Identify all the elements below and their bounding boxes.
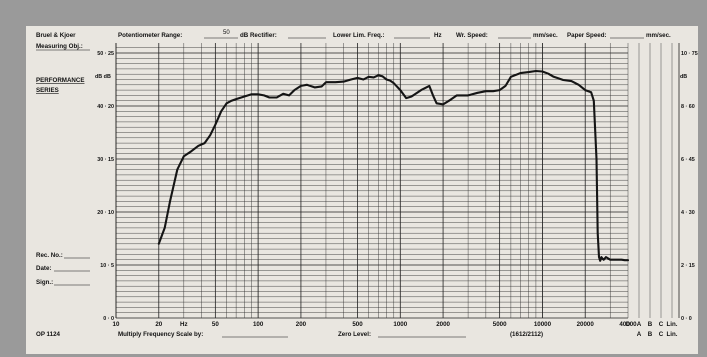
weighting-label-top: C: [659, 321, 664, 328]
wr-speed-label: Wr. Speed:: [456, 32, 488, 39]
recording-paper-chart: 10 20 Hz 50 100 200 500 1000 2000 5000 10000 20000 4…: [26, 26, 698, 354]
sign-label: Sign.:: [36, 279, 53, 286]
x-tick-label: 50: [212, 321, 219, 328]
x-tick-label: 40000: [619, 321, 637, 328]
rec-no-label: Rec. No.:: [36, 252, 63, 259]
brand-label: Bruel & Kjoer: [36, 32, 76, 39]
x-tick-label: 20000: [577, 321, 595, 328]
series-title-1: PERFORMANCE: [36, 77, 84, 84]
y-tick-label-right: 8 · 60: [681, 104, 695, 110]
y-tick-label-right: 2 · 15: [681, 263, 695, 269]
mm-sec-label-2: mm/sec.: [646, 32, 671, 39]
y-tick-label-left: 20 · 10: [97, 210, 114, 216]
multiply-freq-label: Multiply Frequency Scale by:: [118, 331, 203, 338]
y-unit-left: dB dB: [95, 74, 111, 80]
weighting-label-top: D: [626, 321, 631, 328]
hz-label: Hz: [434, 32, 442, 39]
paper-speed-label: Paper Speed:: [567, 32, 607, 39]
lower-lim-label: Lower Lim. Freq.:: [333, 32, 385, 39]
mm-sec-label-1: mm/sec.: [533, 32, 558, 39]
pot-range-value: 50: [223, 30, 230, 36]
y-tick-label-right: 4 · 30: [681, 210, 695, 216]
x-tick-label: 100: [253, 321, 264, 328]
weighting-label-top: A: [637, 321, 642, 328]
x-tick-label: 20: [155, 321, 162, 328]
x-tick-label: 200: [296, 321, 307, 328]
x-tick-label: 1000: [393, 321, 407, 328]
weighting-label-top: B: [648, 321, 653, 328]
y-tick-label-right: 6 · 45: [681, 157, 695, 163]
y-tick-label-right: 0 · 0: [681, 316, 692, 322]
y-unit-right: dB: [680, 74, 687, 80]
x-tick-label: 10: [113, 321, 120, 328]
x-tick-label: 5000: [493, 321, 507, 328]
db-rectifier-label: dB Rectifier:: [240, 32, 277, 39]
frequency-response-chart: 10 20 Hz 50 100 200 500 1000 2000 5000 10000 20000 4…: [36, 30, 698, 338]
y-tick-label-right: 10 · 75: [681, 51, 698, 57]
pot-range-label: Potentiometer Range:: [118, 32, 182, 39]
y-tick-label-left: 30 · 15: [97, 157, 114, 163]
y-tick-label-left: 10 · 5: [100, 263, 114, 269]
weighting-label-bottom: A: [637, 331, 642, 338]
chart-axes: 10 20 Hz 50 100 200 500 1000 2000 5000 10000 20000 4…: [97, 51, 698, 338]
date-label: Date:: [36, 265, 51, 272]
y-tick-label-left: 40 · 20: [97, 104, 114, 110]
weighting-label-bottom: B: [648, 331, 653, 338]
y-tick-label-left: 0 · 0: [103, 316, 114, 322]
x-tick-label: Hz: [180, 321, 188, 328]
x-tick-label: 500: [352, 321, 363, 328]
y-tick-label-left: 50 · 25: [97, 51, 114, 57]
form-number: OP 1124: [36, 331, 61, 338]
chart-grid: [115, 43, 680, 319]
measuring-obj-label: Measuring Obj.:: [36, 43, 83, 50]
weighting-label-bottom: Lin.: [667, 331, 678, 338]
weighting-label-bottom: C: [659, 331, 664, 338]
x-tick-label: 2000: [436, 321, 450, 328]
series-title-2: SERIES: [36, 87, 59, 94]
weighting-label-top: Lin.: [667, 321, 678, 328]
code-label: (1612/2112): [510, 331, 543, 338]
zero-level-label: Zero Level:: [338, 331, 371, 338]
x-tick-label: 10000: [534, 321, 552, 328]
frequency-response-line: [157, 69, 630, 262]
